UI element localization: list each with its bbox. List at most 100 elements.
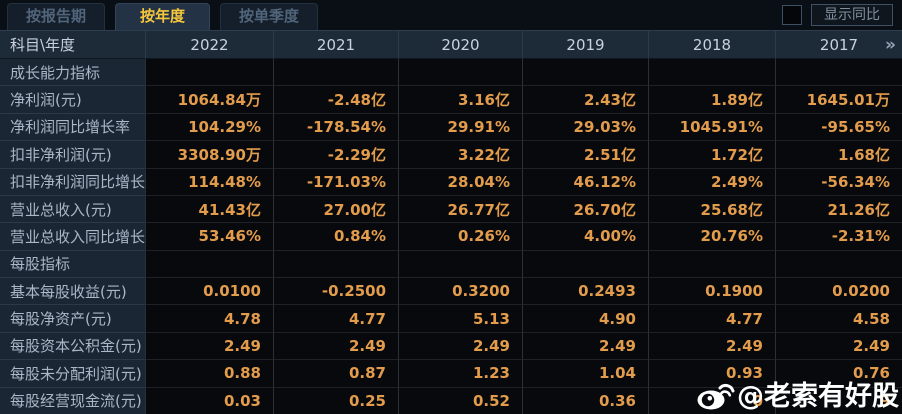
metric-value-cell[interactable]: -0.2500 [273,278,398,306]
metric-value-cell[interactable]: 4.00% [522,223,648,251]
metric-value-cell[interactable]: 0.3200 [398,278,522,306]
column-header-2019: 2019 [522,31,648,59]
metric-value-cell[interactable]: 5.13 [398,305,522,333]
metric-value-cell[interactable]: -2.31% [775,223,902,251]
metric-value-cell[interactable]: 2.49 [398,332,522,361]
metric-value-cell[interactable]: 26.70亿 [522,195,648,224]
metric-value-cell[interactable]: 0.88 [145,360,273,388]
metric-value-cell[interactable]: 28.04% [398,168,522,196]
metric-row-label[interactable]: 营业总收入同比增长率 [0,223,145,251]
metric-value-cell[interactable]: 2.49 [648,332,775,361]
metric-value-cell[interactable]: 4.58 [775,305,902,333]
metric-value-cell[interactable]: 25.68亿 [648,195,775,224]
metric-value-cell[interactable]: 2.49 [273,332,398,361]
metric-value-cell[interactable]: 46.12% [522,168,648,196]
section-row-cell [398,59,522,87]
metric-value-cell[interactable]: 4.78 [145,305,273,333]
metric-value-cell[interactable]: 41.43亿 [145,195,273,224]
metric-value-cell[interactable]: 0.25 [273,387,398,414]
tab-by-report-period[interactable]: 按报告期 [7,3,106,30]
metric-value-cell[interactable]: 1.68亿 [775,141,902,169]
metric-value-cell[interactable]: 0.1900 [648,278,775,306]
metric-value-cell[interactable]: 4.77 [273,305,398,333]
metric-value-cell[interactable]: 0.84% [273,223,398,251]
metric-row-label[interactable]: 每股未分配利润(元) [0,360,145,388]
section-row-cell [145,250,273,278]
metric-row-label[interactable]: 每股净资产(元) [0,305,145,333]
metric-value-cell[interactable]: 0.36 [522,387,648,414]
section-row-label: 成长能力指标 [0,59,145,87]
section-row-cell [648,250,775,278]
metric-value-cell[interactable]: 3.16亿 [398,86,522,114]
metric-value-cell[interactable]: 2.51亿 [522,141,648,169]
metric-value-cell[interactable]: 27.00亿 [273,195,398,224]
metric-value-cell[interactable]: 2.49 [775,332,902,361]
metric-value-cell[interactable]: 0.52 [398,387,522,414]
metric-value-cell[interactable]: 0.0100 [145,278,273,306]
metric-value-cell[interactable]: -56.34% [775,168,902,196]
metric-value-cell[interactable]: 4.90 [522,305,648,333]
metric-value-cell[interactable]: 0.2493 [522,278,648,306]
metric-value-cell[interactable]: 1645.01万 [775,86,902,114]
metric-value-cell[interactable]: 1.23 [398,360,522,388]
metric-value-cell[interactable]: 29.91% [398,113,522,142]
metric-value-cell[interactable]: 0.87 [273,360,398,388]
metric-row-label[interactable]: 每股资本公积金(元) [0,332,145,361]
metric-value-cell[interactable]: 0.26% [398,223,522,251]
metric-row-label[interactable]: 扣非净利润同比增长率 [0,168,145,196]
financial-table: 科目\年度 2022 2021 2020 2019 2018 2017» 成长能力指标 净利润(… [0,30,902,414]
metric-value-cell[interactable]: 9 [775,387,902,414]
metric-value-cell[interactable]: 2.49 [522,332,648,361]
metric-value-cell[interactable]: 26.77亿 [398,195,522,224]
metric-row-label[interactable]: 营业总收入(元) [0,195,145,224]
metric-value-cell[interactable]: 2.43亿 [522,86,648,114]
show-yoy-label[interactable]: 显示同比 [811,4,893,26]
metric-value-cell[interactable]: 20.76% [648,223,775,251]
column-header-2017: 2017» [775,31,902,59]
metric-row-label[interactable]: 净利润同比增长率 [0,113,145,142]
metric-value-cell[interactable]: 1.72亿 [648,141,775,169]
metric-value-cell[interactable]: 1064.84万 [145,86,273,114]
tab-by-year[interactable]: 按年度 [115,3,211,30]
section-row-cell [522,59,648,87]
metric-row-label[interactable]: 扣非净利润(元) [0,141,145,169]
metric-value-cell[interactable]: -178.54% [273,113,398,142]
metric-value-cell[interactable]: 0.76 [775,360,902,388]
metric-value-cell[interactable]: -2.29亿 [273,141,398,169]
metric-value-cell[interactable]: 1045.91% [648,113,775,142]
metric-value-cell[interactable]: -2.48亿 [273,86,398,114]
metric-value-cell[interactable]: 0.03 [145,387,273,414]
period-tabbar: 按报告期 按年度 按单季度 显示同比 [0,0,902,30]
table-corner-header: 科目\年度 [0,31,145,59]
metric-value-cell[interactable]: 21.26亿 [775,195,902,224]
metric-value-cell[interactable]: 4.77 [648,305,775,333]
metric-row-label[interactable]: 每股经营现金流(元) [0,387,145,414]
metric-value-cell[interactable]: 3308.90万 [145,141,273,169]
metric-value-cell[interactable]: 1.04 [522,360,648,388]
section-row-cell [775,59,902,87]
section-row-cell [273,59,398,87]
metric-value-cell[interactable]: 0.0200 [775,278,902,306]
metric-row-label[interactable]: 基本每股收益(元) [0,278,145,306]
column-header-2018: 2018 [648,31,775,59]
metric-value-cell[interactable]: 53.46% [145,223,273,251]
metric-value-cell[interactable]: 104.29% [145,113,273,142]
metric-value-cell[interactable]: 3.22亿 [398,141,522,169]
metric-row-label[interactable]: 净利润(元) [0,86,145,114]
metric-value-cell[interactable]: -95.65% [775,113,902,142]
tab-by-single-quarter[interactable]: 按单季度 [220,3,319,30]
section-row-label: 每股指标 [0,250,145,278]
metric-value-cell[interactable]: 0.93 [648,360,775,388]
section-row-cell [273,250,398,278]
metric-value-cell[interactable]: 29.03% [522,113,648,142]
more-columns-icon[interactable]: » [885,34,896,55]
metric-value-cell[interactable]: 2.49% [648,168,775,196]
metric-value-cell[interactable]: 1.89亿 [648,86,775,114]
show-yoy-checkbox[interactable] [782,5,802,25]
section-row-cell [775,250,902,278]
metric-value-cell[interactable]: 2.49 [145,332,273,361]
metric-value-cell[interactable]: -171.03% [273,168,398,196]
metric-value-cell[interactable]: 114.48% [145,168,273,196]
metric-value-cell[interactable]: 0 [648,387,775,414]
